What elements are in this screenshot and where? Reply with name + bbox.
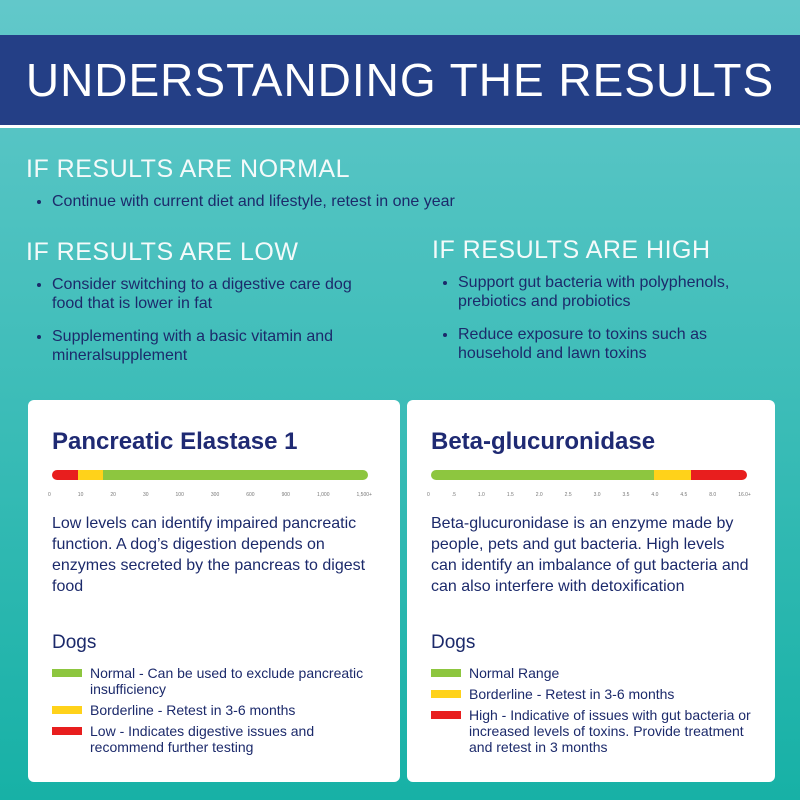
scale-label: 4.0 <box>651 492 659 498</box>
range-segment <box>654 470 691 480</box>
range-bar <box>52 470 368 480</box>
range-segment <box>691 470 747 480</box>
scale-label: 8.0 <box>709 492 717 498</box>
legend-item: Borderline - Retest in 3-6 months <box>431 686 751 702</box>
scale-label: 1.5 <box>506 492 514 498</box>
bullet-list: Continue with current diet and lifestyle… <box>26 192 766 211</box>
scale-label: 20 <box>110 492 116 498</box>
scale-label: 3.0 <box>593 492 601 498</box>
scale-label: 0 <box>48 492 51 498</box>
range-bar <box>431 470 747 480</box>
scale-label: 30 <box>142 492 149 498</box>
legend-swatch <box>431 711 461 719</box>
scale-label: 4.5 <box>680 492 688 498</box>
range-segment <box>431 470 654 480</box>
legend-text: Normal Range <box>469 665 560 681</box>
scale-label: 3.5 <box>622 492 630 498</box>
legend-swatch <box>52 669 82 677</box>
bullet: Supplementing with a basic vitamin and m… <box>52 327 376 365</box>
scale-label: 2.5 <box>564 492 572 498</box>
range-segment <box>103 470 368 480</box>
header: UNDERSTANDING THE RESULTS <box>0 35 800 128</box>
description: Beta-glucuronidase is an enzyme made by … <box>431 515 749 595</box>
card-title: Beta-glucuronidase <box>431 428 656 455</box>
bullet-list: Support gut bacteria with polyphenols, p… <box>432 273 782 363</box>
section-heading: IF RESULTS ARE NORMAL <box>26 155 350 183</box>
bullet-list: Consider switching to a digestive care d… <box>26 275 376 365</box>
legend-swatch <box>52 727 82 735</box>
legend-text: High - Indicative of issues with gut bac… <box>469 707 751 755</box>
scale-label: 100 <box>175 492 184 498</box>
card: Pancreatic Elastase 1 0 10 20 30 100 300 600 900… <box>28 400 400 782</box>
scale: 0 10 20 30 100 300 600 900 1,000 1,500+ <box>48 492 372 498</box>
section-heading: IF RESULTS ARE LOW <box>26 238 299 266</box>
scale: 0 .5 1.0 1.5 2.0 2.5 3.0 3.5 4.0 4.5 8.0 16.0+ <box>427 492 751 498</box>
scale-label: 1,500+ <box>356 492 372 498</box>
legend-title: Dogs <box>52 632 97 653</box>
legend-item: Borderline - Retest in 3-6 months <box>52 702 372 718</box>
scale-label: 600 <box>246 492 255 498</box>
legend-swatch <box>52 706 82 714</box>
scale-label: 16.0+ <box>738 492 751 498</box>
card: Beta-glucuronidase 0 .5 1.0 1.5 2.0 2.5 3.0 3.5 4… <box>407 400 775 782</box>
scale-label: 900 <box>281 492 290 498</box>
legend-item: Normal - Can be used to exclude pancreat… <box>52 665 372 697</box>
card-title: Pancreatic Elastase 1 <box>52 428 298 455</box>
scale-label: 0 <box>427 492 430 498</box>
section-heading: IF RESULTS ARE HIGH <box>432 236 711 264</box>
legend-text: Normal - Can be used to exclude pancreat… <box>90 665 364 697</box>
scale-label: 1,000 <box>316 492 330 498</box>
section: IF RESULTS ARE LOW Consider switching to … <box>26 238 376 379</box>
bullet: Reduce exposure to toxins such as househ… <box>458 325 782 363</box>
scale-label: 2.0 <box>535 492 543 498</box>
legend: Normal - Can be used to exclude pancreat… <box>52 665 372 760</box>
legend-swatch <box>431 669 461 677</box>
title: UNDERSTANDING THE RESULTS <box>25 54 775 106</box>
scale-label: 1.0 <box>477 492 485 498</box>
legend-text: Borderline - Retest in 3-6 months <box>469 686 675 702</box>
section: IF RESULTS ARE HIGH Support gut bacteria … <box>432 236 782 377</box>
legend-item: Low - Indicates digestive issues and rec… <box>52 723 372 755</box>
legend-title: Dogs <box>431 632 476 653</box>
legend-text: Borderline - Retest in 3-6 months <box>90 702 296 718</box>
legend-item: Normal Range <box>431 665 751 681</box>
section: IF RESULTS ARE NORMAL Continue with curre… <box>26 155 766 225</box>
description: Low levels can identify impaired pancrea… <box>52 515 366 595</box>
scale-label: 300 <box>210 492 220 498</box>
scale-label: 10 <box>77 492 84 498</box>
legend: Normal Range Borderline - Retest in 3-6 m… <box>431 665 751 760</box>
scale-label: .5 <box>451 492 456 498</box>
legend-text: Low - Indicates digestive issues and rec… <box>90 723 315 755</box>
bullet: Continue with current diet and lifestyle… <box>52 192 766 211</box>
bullet: Consider switching to a digestive care d… <box>52 275 376 313</box>
bullet: Support gut bacteria with polyphenols, p… <box>458 273 782 311</box>
range-segment <box>78 470 103 480</box>
legend-swatch <box>431 690 461 698</box>
range-segment <box>52 470 78 480</box>
legend-item: High - Indicative of issues with gut bac… <box>431 707 751 755</box>
